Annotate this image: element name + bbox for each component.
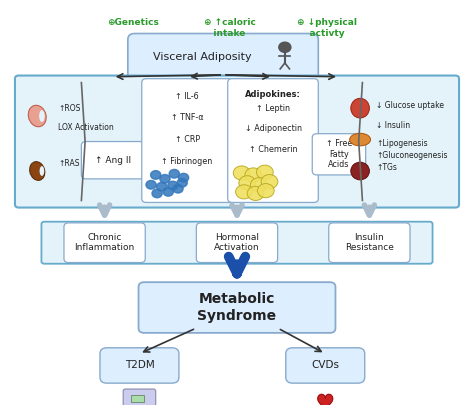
Text: ↑Gluconeogenesis: ↑Gluconeogenesis — [376, 151, 448, 160]
FancyBboxPatch shape — [312, 134, 365, 175]
Text: ⊕ ↑caloric
   intake: ⊕ ↑caloric intake — [204, 18, 256, 38]
Circle shape — [173, 184, 183, 193]
Text: ↓ Glucose uptake: ↓ Glucose uptake — [376, 101, 444, 110]
FancyBboxPatch shape — [142, 79, 232, 202]
FancyBboxPatch shape — [123, 389, 155, 405]
Text: Visceral Adiposity: Visceral Adiposity — [153, 52, 251, 62]
FancyBboxPatch shape — [64, 223, 145, 262]
Text: ↑ IL-6: ↑ IL-6 — [175, 92, 199, 101]
Text: ↑RAS: ↑RAS — [58, 159, 80, 168]
Ellipse shape — [30, 162, 45, 180]
Ellipse shape — [350, 133, 371, 146]
Text: ↑ Fibrinogen: ↑ Fibrinogen — [162, 157, 213, 166]
Text: ↑ROS: ↑ROS — [58, 104, 81, 113]
Circle shape — [168, 181, 178, 190]
Circle shape — [163, 188, 173, 196]
Circle shape — [177, 179, 187, 187]
FancyBboxPatch shape — [82, 142, 144, 179]
Ellipse shape — [39, 166, 44, 176]
Text: ↓ Adiponectin: ↓ Adiponectin — [245, 124, 301, 133]
Text: ⊕ ↓physical
    activty: ⊕ ↓physical activty — [297, 18, 357, 38]
FancyBboxPatch shape — [228, 79, 318, 202]
Circle shape — [256, 165, 273, 179]
Circle shape — [236, 185, 252, 199]
Ellipse shape — [28, 105, 46, 127]
Text: LOX Activation: LOX Activation — [58, 123, 114, 132]
Ellipse shape — [39, 110, 45, 122]
Text: ↑ CRP: ↑ CRP — [174, 135, 200, 144]
FancyBboxPatch shape — [131, 395, 144, 403]
Polygon shape — [318, 394, 333, 405]
Circle shape — [146, 181, 156, 189]
Circle shape — [179, 173, 189, 182]
Circle shape — [160, 175, 170, 183]
Ellipse shape — [351, 162, 369, 180]
Text: ↑ Leptin: ↑ Leptin — [256, 104, 290, 113]
Circle shape — [247, 186, 264, 200]
Circle shape — [257, 183, 274, 198]
FancyBboxPatch shape — [128, 34, 319, 81]
Text: Hormonal
Activation: Hormonal Activation — [214, 233, 260, 252]
Text: Adipokines:: Adipokines: — [245, 90, 301, 99]
Circle shape — [169, 169, 179, 178]
Text: T2DM: T2DM — [125, 360, 155, 371]
Circle shape — [156, 182, 167, 191]
Text: ↑ Ang II: ↑ Ang II — [95, 156, 131, 165]
Text: ↑ TNF-α: ↑ TNF-α — [171, 113, 203, 122]
Text: ↑ Free
Fatty
Acids: ↑ Free Fatty Acids — [326, 139, 352, 169]
Circle shape — [152, 189, 162, 198]
Circle shape — [233, 166, 250, 180]
FancyBboxPatch shape — [100, 348, 179, 383]
FancyBboxPatch shape — [138, 282, 336, 333]
Circle shape — [261, 175, 278, 189]
FancyBboxPatch shape — [41, 222, 433, 264]
Circle shape — [250, 178, 267, 192]
Text: ⊕Genetics: ⊕Genetics — [107, 18, 159, 27]
Text: CVDs: CVDs — [311, 360, 339, 371]
Ellipse shape — [351, 98, 369, 118]
FancyBboxPatch shape — [15, 76, 459, 207]
Circle shape — [151, 171, 161, 179]
Text: Metabolic
Syndrome: Metabolic Syndrome — [198, 292, 276, 323]
Text: Chronic
Inflammation: Chronic Inflammation — [74, 233, 135, 252]
Text: ↑TGs: ↑TGs — [376, 162, 397, 172]
FancyBboxPatch shape — [196, 223, 278, 262]
Circle shape — [239, 176, 255, 190]
Text: ↑Lipogenesis: ↑Lipogenesis — [376, 139, 428, 148]
FancyBboxPatch shape — [329, 223, 410, 262]
Text: ↓ Insulin: ↓ Insulin — [376, 121, 410, 130]
Circle shape — [279, 42, 291, 52]
Text: Insulin
Resistance: Insulin Resistance — [345, 233, 394, 252]
Text: ↑ Chemerin: ↑ Chemerin — [249, 145, 297, 153]
FancyBboxPatch shape — [286, 348, 365, 383]
Circle shape — [245, 168, 262, 182]
